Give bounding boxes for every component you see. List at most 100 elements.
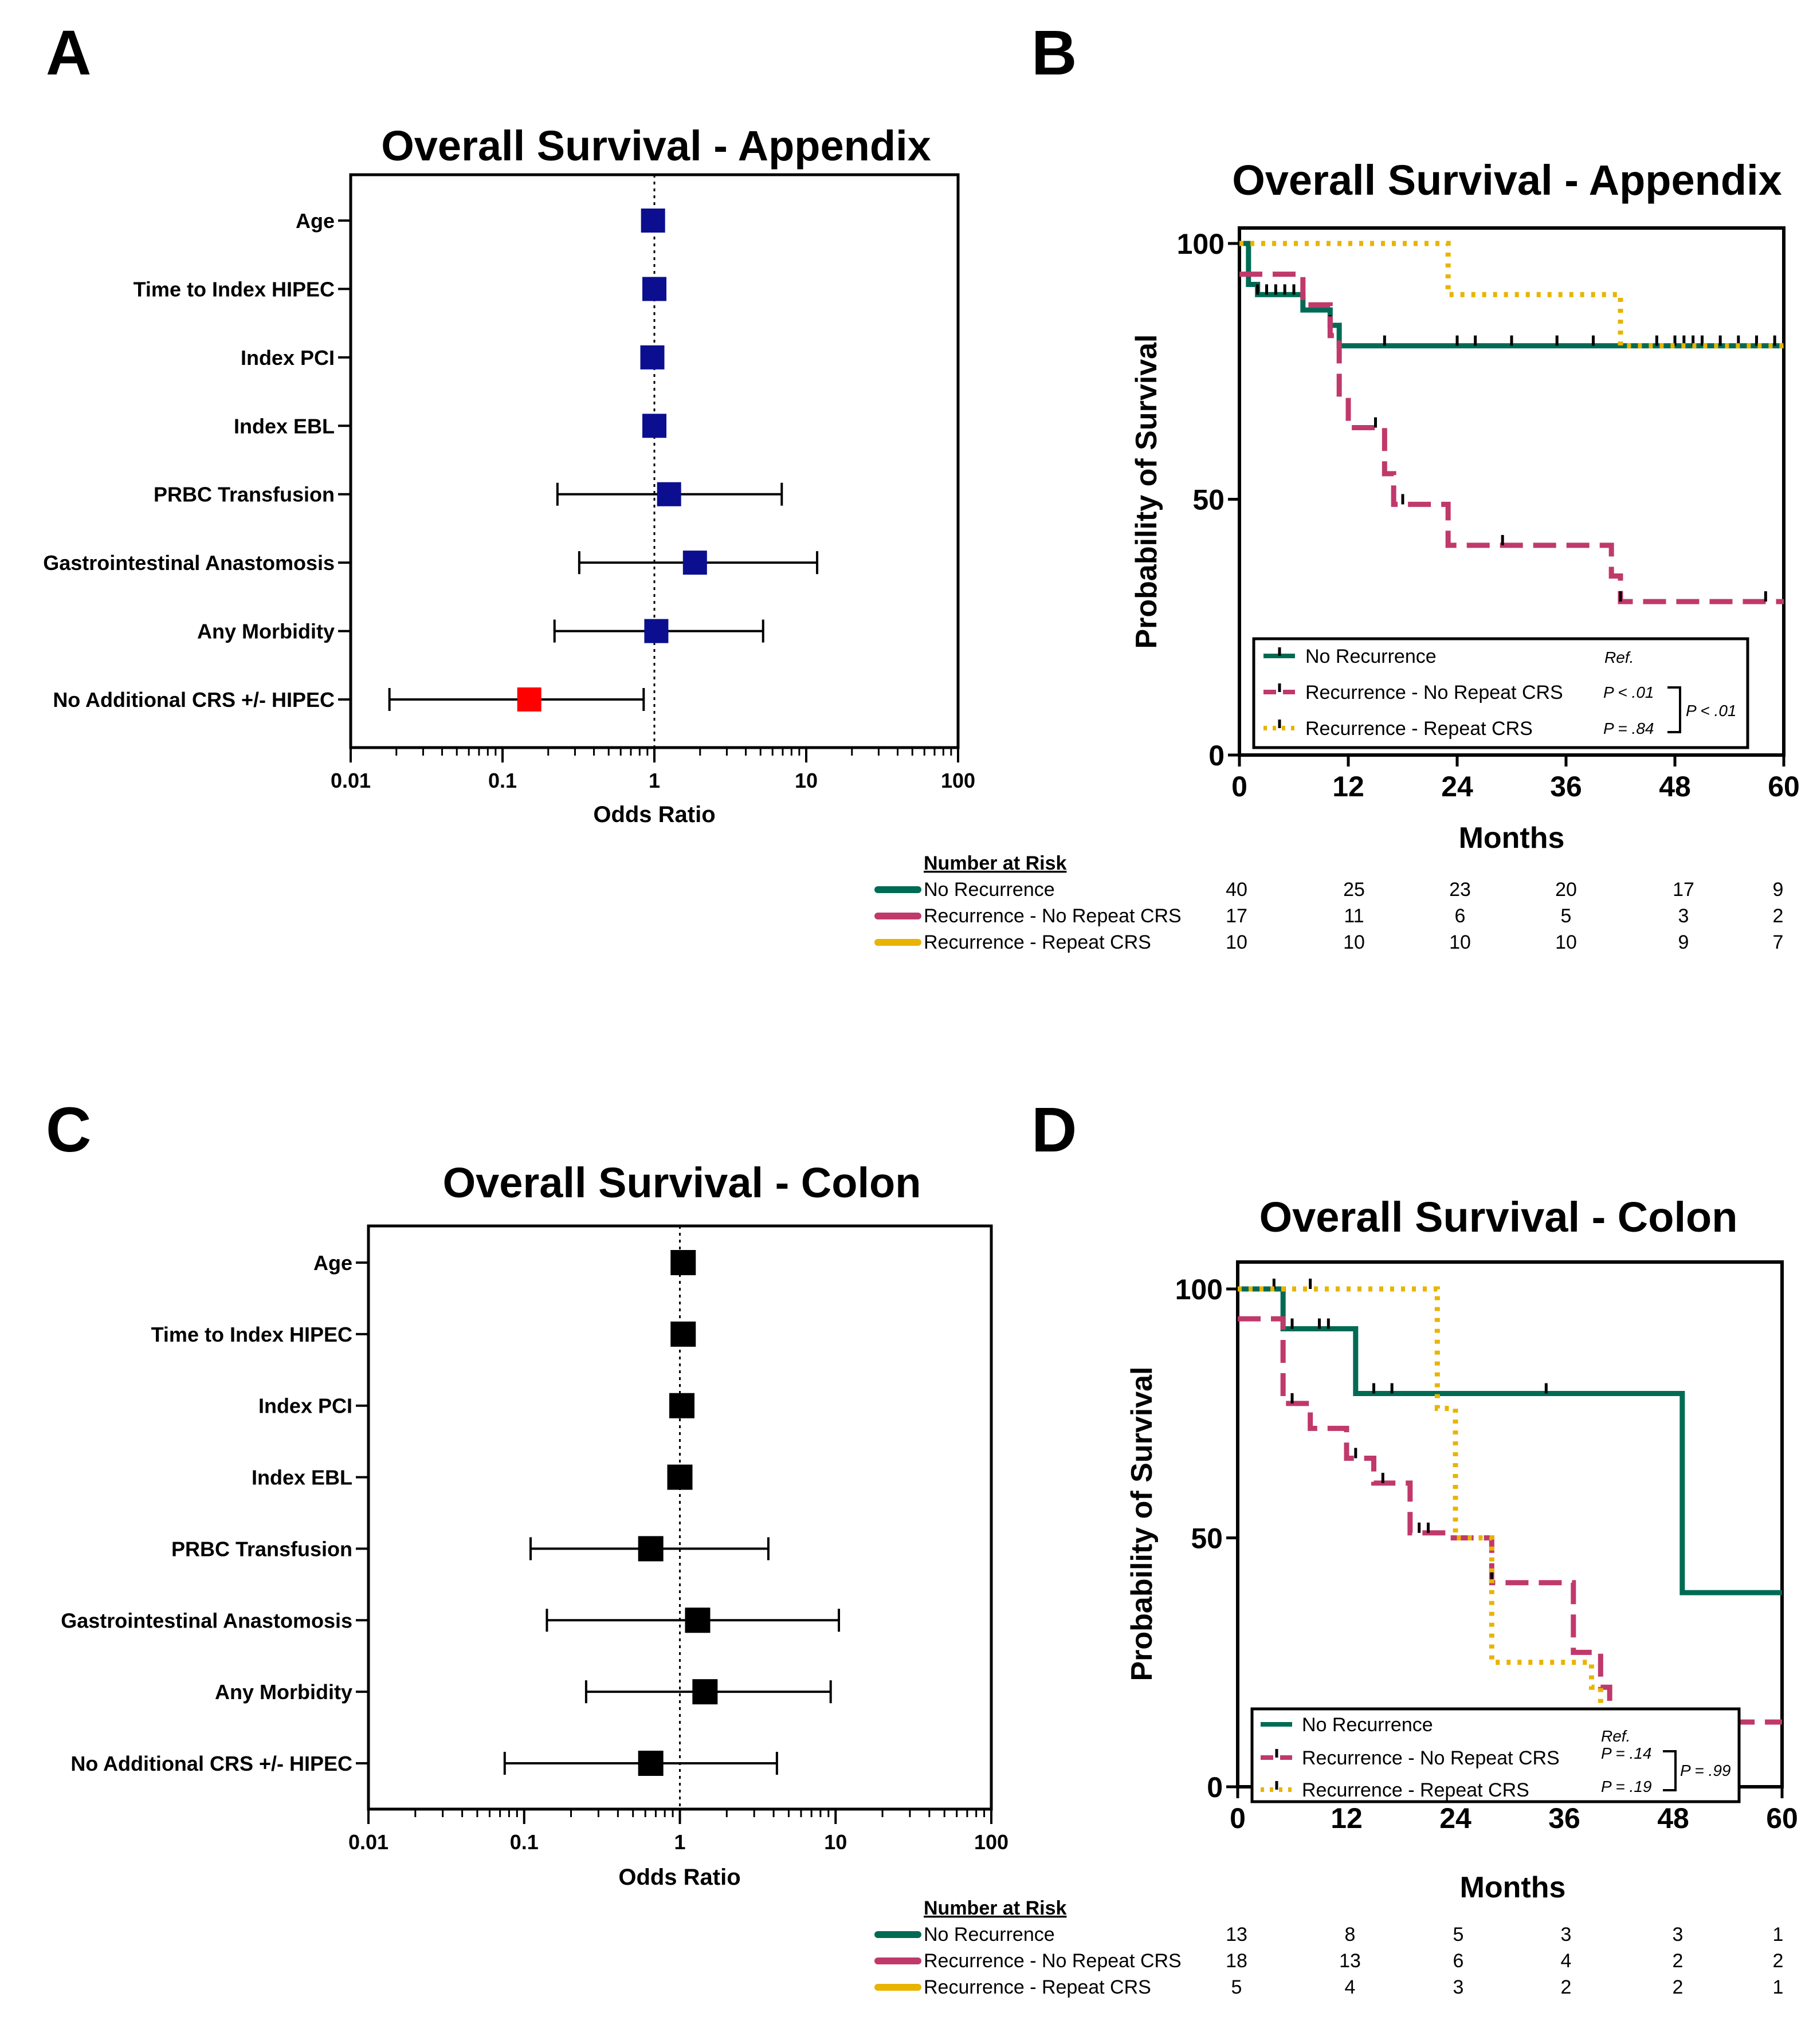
forest-a-tick-label: 10 [795,769,818,792]
risk-b-value: 40 [1226,879,1247,901]
legend-b-bracket [1667,686,1681,733]
panel-letter-a: A [46,18,91,88]
forest-c-marker-index-ebl [667,1464,693,1490]
forest-c-label-any-morbidity: Any Morbidity [215,1680,352,1704]
risk-d-value: 1 [1773,1924,1784,1945]
km-d-curve-no-recurrence [1238,1286,1782,1595]
risk-d-value: 13 [1226,1924,1247,1945]
legend-d-bracket-p: P = .99 [1680,1762,1730,1779]
km-b-curve-recurrence-no-repeat-crs [1239,272,1784,604]
forest-a-marker-no-additional-crs-hipec [517,687,541,712]
forest-a-marker-index-pci [640,345,665,370]
risk-b-label-recurrence-no-repeat-crs: Recurrence - No Repeat CRS [924,905,1182,927]
legend-d-label-repeat: Recurrence - Repeat CRS [1302,1779,1529,1801]
risk-b-value: 3 [1678,905,1689,927]
forest-a-tick-label: 0.01 [331,769,371,792]
forest-c-marker-any-morbidity [692,1679,718,1705]
legend-b-p-no-repeat: P < .01 [1603,683,1654,701]
forest-a-marker-any-morbidity [644,619,669,643]
km-d-curve-recurrence-no-repeat-crs [1238,1316,1782,1725]
forest-a-label-no-additional-crs-hipec: No Additional CRS +/- HIPEC [53,688,335,712]
forest-a-tick-label: 100 [941,769,975,792]
legend-d-label-no-repeat: Recurrence - No Repeat CRS [1302,1747,1560,1769]
km-d-ytick-label: 50 [1191,1523,1223,1555]
risk-d-title: Number at Risk [924,1897,1066,1919]
legend-d-bracket [1663,1750,1677,1791]
risk-b-value: 9 [1773,879,1784,901]
forest-c-label-gastrointestinal-anastomosis: Gastrointestinal Anastomosis [61,1609,352,1632]
risk-b-value: 10 [1226,931,1247,953]
legend-d-p-no-repeat: P = .14 [1601,1744,1651,1762]
risk-d-value: 2 [1673,1950,1683,1972]
km-b-xtick-label: 36 [1550,771,1582,803]
legend-b-p-no-recurrence: Ref. [1604,648,1634,666]
forest-c-marker-gastrointestinal-anastomosis [685,1607,711,1633]
km-b-title: Overall Survival - Appendix [1232,156,1782,204]
legend-d-p-no-recurrence: Ref. [1601,1727,1630,1745]
risk-d-label-recurrence-no-repeat-crs: Recurrence - No Repeat CRS [924,1950,1182,1972]
km-d-xtick-label: 24 [1439,1802,1471,1834]
risk-d-value: 8 [1345,1924,1356,1945]
risk-b-value: 20 [1555,879,1577,901]
risk-b-value: 10 [1449,931,1471,953]
km-b-xtick-label: 60 [1768,771,1800,803]
km-d-xaxis-title: Months [1460,1871,1566,1904]
km-d-xtick-label: 36 [1548,1802,1580,1834]
km-b-ytick-label: 50 [1192,484,1225,516]
km-b-curve-no-recurrence [1239,241,1784,349]
forest-a-xaxis-title: Odds Ratio [593,802,715,827]
forest-c-label-index-ebl: Index EBL [252,1466,352,1489]
risk-d-value: 13 [1339,1950,1361,1972]
km-b-xtick-label: 0 [1231,771,1247,803]
legend-b-label-no-recurrence: No Recurrence [1305,646,1437,667]
km-d-yaxis-title: Probability of Survival [1125,1366,1159,1681]
risk-b-value: 5 [1561,905,1572,927]
risk-d-value: 4 [1561,1950,1572,1972]
risk-b-value: 2 [1773,905,1784,927]
panel-letter-c: C [46,1095,91,1165]
km-plot-colon: 0 12 24 36 48 60 0 50 100 Months Probability of … [1125,1260,1798,1904]
risk-d-value: 2 [1561,1976,1572,1998]
risk-b-value: 7 [1773,931,1784,953]
risk-b-value: 25 [1343,879,1365,901]
forest-c-tick-label: 0.1 [510,1830,539,1854]
forest-c-label-prbc-transfusion: PRBC Transfusion [171,1537,352,1560]
risk-d-label-recurrence-repeat-crs: Recurrence - Repeat CRS [924,1976,1151,1998]
forest-c-marker-time-to-index-hipec [670,1321,696,1347]
forest-a-marker-index-ebl [642,414,666,438]
risk-d-value: 3 [1453,1976,1464,1998]
risk-d-value: 3 [1673,1924,1683,1945]
risk-d-value: 2 [1673,1976,1683,1998]
panel-letter-b: B [1031,18,1077,88]
forest-a-frame [349,173,960,749]
km-d-ytick-label: 100 [1175,1273,1223,1306]
forest-c-label-age: Age [313,1251,352,1275]
risk-b-title: Number at Risk [924,852,1066,874]
forest-a-label-index-pci: Index PCI [241,346,335,370]
km-b-curve-recurrence-repeat-crs [1239,241,1784,349]
km-b-frame [1238,226,1785,757]
forest-a-label-any-morbidity: Any Morbidity [197,620,335,643]
risk-b-value: 10 [1555,931,1577,953]
km-d-legend: No Recurrence Ref. Recurrence - No Repea… [1250,1707,1741,1803]
km-b-xaxis-title: Months [1459,821,1565,855]
forest-a-tick-label: 1 [649,769,660,792]
risk-b-value: 11 [1344,905,1364,927]
forest-a-marker-prbc-transfusion [657,482,681,506]
forest-a-tick-label: 0.1 [488,769,517,792]
risk-b-value: 9 [1678,931,1689,953]
forest-c-marker-no-additional-crs-hipec [638,1751,664,1776]
risk-d-value: 18 [1226,1950,1247,1972]
km-b-ytick-label: 0 [1208,740,1225,772]
km-b-ytick-label: 100 [1177,228,1225,260]
km-plot-appendix: 0 12 24 36 48 60 0 50 100 Months Probability of … [1130,226,1800,855]
km-b-xtick-label: 24 [1441,771,1473,803]
risk-b-value: 10 [1343,931,1365,953]
km-b-legend-box [1252,637,1749,749]
risk-d-label-no-recurrence: No Recurrence [924,1924,1055,1945]
forest-c-tick-label: 100 [974,1830,1008,1854]
forest-a-marker-age [641,209,665,233]
